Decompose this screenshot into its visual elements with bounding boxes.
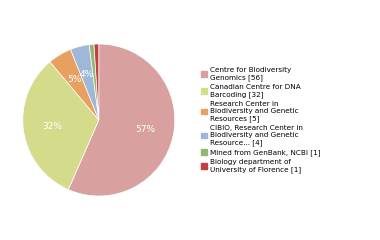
- Wedge shape: [23, 62, 99, 190]
- Wedge shape: [68, 44, 175, 196]
- Wedge shape: [50, 49, 99, 120]
- Text: 5%: 5%: [67, 75, 82, 84]
- Text: 57%: 57%: [135, 125, 155, 134]
- Wedge shape: [89, 44, 99, 120]
- Wedge shape: [94, 44, 99, 120]
- Text: 32%: 32%: [42, 122, 62, 131]
- Legend: Centre for Biodiversity
Genomics [56], Canadian Centre for DNA
Barcoding [32], R: Centre for Biodiversity Genomics [56], C…: [201, 67, 320, 173]
- Text: 4%: 4%: [80, 70, 94, 79]
- Wedge shape: [71, 45, 99, 120]
